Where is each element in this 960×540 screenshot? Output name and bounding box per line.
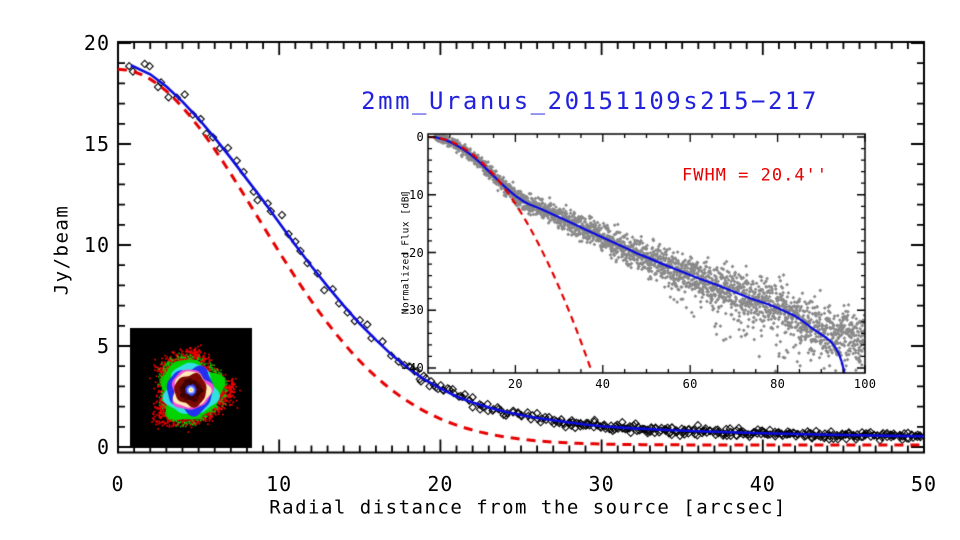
plot-title: 2mm_Uranus_20151109s215−217 [361, 87, 819, 115]
main-x-tick-label: 30 [588, 472, 615, 496]
main-x-tick-label: 50 [910, 472, 938, 496]
inset-y-tick-label: −30 [401, 303, 424, 318]
main-x-tick-label: 20 [427, 472, 454, 496]
main-x-tick-label: 40 [749, 472, 776, 496]
inset-x-tick-label: 40 [595, 377, 611, 391]
inset-y-tick-label: −20 [401, 245, 424, 260]
inset-x-tick-label: 80 [770, 377, 786, 391]
main-x-tick-label: 10 [266, 472, 293, 496]
main-y-tick-label: 20 [83, 31, 110, 55]
main-x-axis-label: Radial distance from the source [arcsec] [269, 496, 787, 519]
inset-y-tick-label: −10 [401, 187, 424, 202]
inset-x-tick-label: 20 [507, 377, 523, 391]
inset-x-tick-label: 100 [853, 377, 877, 391]
fwhm-annotation: FWHM = 20.4'' [681, 165, 829, 186]
main-y-axis-label: Jy/beam [50, 204, 73, 296]
inset-y-tick-label: 0 [416, 130, 424, 144]
main-y-tick-label: 5 [96, 334, 110, 358]
inset-x-tick-label: 60 [682, 377, 698, 391]
main-x-tick-label: 0 [111, 472, 125, 496]
inset-y-tick-label: −40 [401, 361, 424, 375]
main-y-tick-label: 10 [83, 233, 110, 257]
main-y-tick-label: 0 [96, 435, 110, 459]
main-y-tick-label: 15 [83, 132, 110, 156]
